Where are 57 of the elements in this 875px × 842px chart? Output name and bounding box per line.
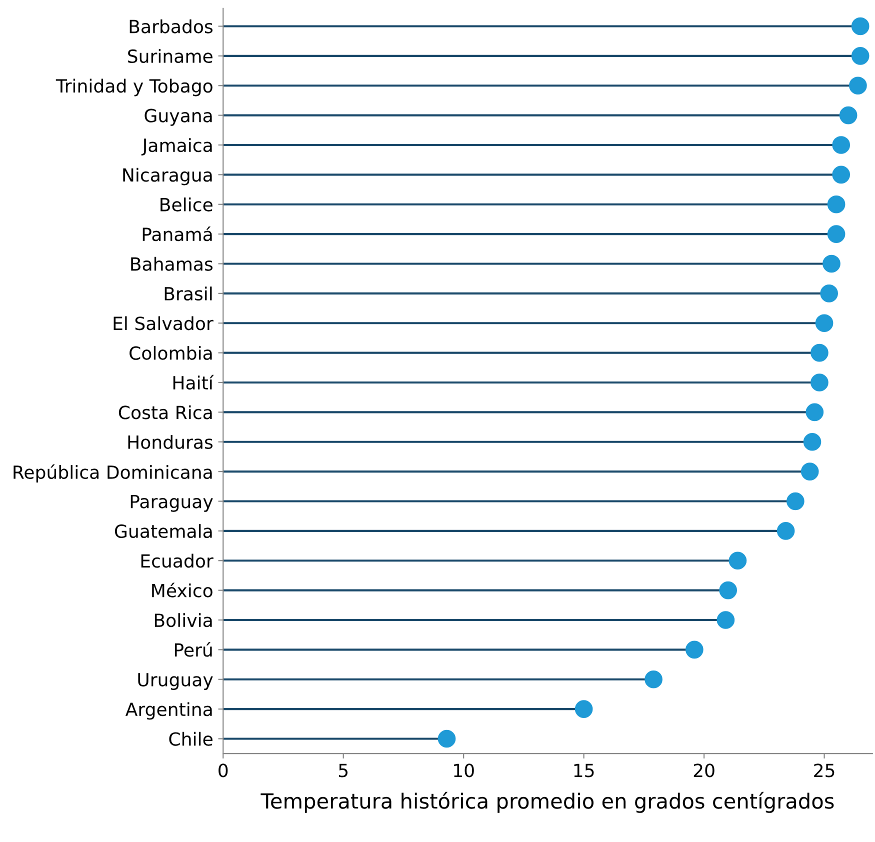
y-tick-label: Suriname bbox=[128, 49, 212, 64]
y-tick-label: Brasil bbox=[164, 286, 212, 301]
x-axis-title: Temperatura histórica promedio en grados centígrados bbox=[260, 792, 834, 813]
y-tick-label: Uruguay bbox=[138, 673, 213, 690]
point bbox=[776, 522, 795, 540]
y-tick-label: Chile bbox=[169, 732, 212, 746]
point bbox=[815, 314, 834, 332]
y-tick-label: Costa Rica bbox=[118, 405, 212, 420]
point bbox=[827, 225, 846, 243]
y-tick-label: Argentina bbox=[125, 702, 212, 720]
x-tick-label: 10 bbox=[454, 764, 474, 778]
y-tick-label: México bbox=[152, 582, 212, 598]
y-tick-label: Guyana bbox=[144, 108, 212, 126]
y-tick-label: Panamá bbox=[142, 226, 212, 242]
point bbox=[839, 106, 858, 124]
point bbox=[810, 344, 828, 362]
point bbox=[832, 166, 850, 184]
y-tick-label: Honduras bbox=[128, 435, 213, 449]
point bbox=[806, 403, 824, 422]
y-tick-label: Nicaragua bbox=[123, 168, 212, 186]
x-tick-label: 5 bbox=[339, 764, 348, 778]
point bbox=[803, 432, 822, 451]
point bbox=[849, 76, 867, 95]
y-tick-label: Bahamas bbox=[131, 256, 213, 271]
y-tick-label: Bolivia bbox=[154, 613, 212, 628]
point bbox=[644, 670, 662, 688]
y-tick-label: Barbados bbox=[130, 19, 213, 34]
x-tick-label: 0 bbox=[218, 764, 228, 778]
point bbox=[810, 374, 828, 392]
point bbox=[820, 284, 838, 302]
point bbox=[716, 611, 735, 629]
point bbox=[822, 254, 840, 273]
y-tick-label: Perú bbox=[174, 642, 212, 657]
point bbox=[438, 730, 456, 748]
y-tick-label: República Dominicana bbox=[14, 464, 212, 483]
y-tick-label: Paraguay bbox=[130, 494, 213, 512]
point bbox=[851, 17, 870, 36]
point bbox=[800, 462, 819, 480]
x-tick-label: 20 bbox=[694, 764, 714, 778]
x-tick-label: 15 bbox=[574, 764, 594, 778]
point bbox=[574, 700, 593, 718]
y-tick-label: Haití bbox=[173, 374, 214, 390]
point bbox=[786, 492, 804, 510]
y-tick-label: Belice bbox=[160, 198, 212, 212]
point bbox=[827, 195, 846, 214]
y-tick-label: Guatemala bbox=[114, 524, 212, 538]
y-tick-label: Ecuador bbox=[141, 554, 214, 568]
y-tick-label: Colombia bbox=[130, 346, 212, 360]
y-tick-label: Jamaica bbox=[141, 138, 212, 156]
point bbox=[832, 136, 850, 154]
point bbox=[686, 640, 704, 659]
point bbox=[719, 581, 738, 600]
y-tick-label: Trinidad y Tobago bbox=[56, 78, 212, 96]
point bbox=[728, 552, 747, 570]
point bbox=[851, 47, 870, 65]
x-tick-label: 25 bbox=[814, 764, 834, 778]
y-tick-label: El Salvador bbox=[114, 316, 214, 330]
